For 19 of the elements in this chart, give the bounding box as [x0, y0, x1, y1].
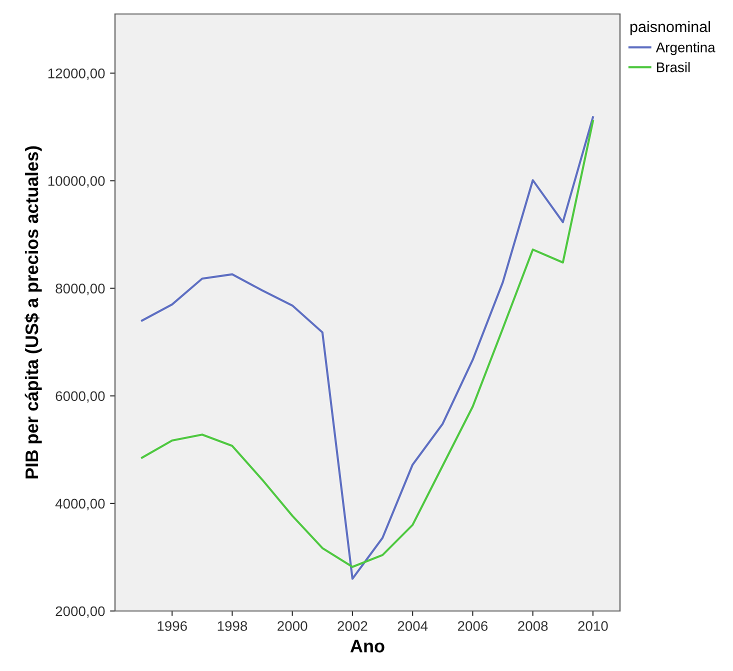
y-tick-label: 12000,00	[48, 68, 105, 80]
y-tick-label: 4000,00	[55, 498, 105, 510]
legend-title: paisnominal	[630, 20, 710, 36]
x-tick-label: 2004	[398, 621, 428, 631]
legend-label: Brasil	[657, 62, 690, 72]
y-tick-label: 8000,00	[56, 284, 105, 296]
x-tick-label: 2006	[458, 621, 488, 631]
x-tick-label: 2008	[518, 621, 548, 631]
y-axis-title: PIB per cápita (US$ a precios actuales)	[24, 146, 42, 478]
x-axis-title: Ano	[350, 640, 384, 652]
x-tick-label: 2000	[278, 621, 308, 631]
legend-label: Argentina	[656, 42, 716, 56]
x-tick-label: 2010	[578, 621, 608, 631]
x-tick-label: 2002	[338, 621, 368, 631]
x-tick-label: 1998	[218, 621, 248, 631]
x-tick-label: 1996	[158, 621, 187, 631]
y-tick-label: 6000,00	[56, 391, 105, 403]
y-tick-label: 2000,00	[56, 606, 105, 618]
y-tick-label: 10000,00	[48, 176, 105, 188]
